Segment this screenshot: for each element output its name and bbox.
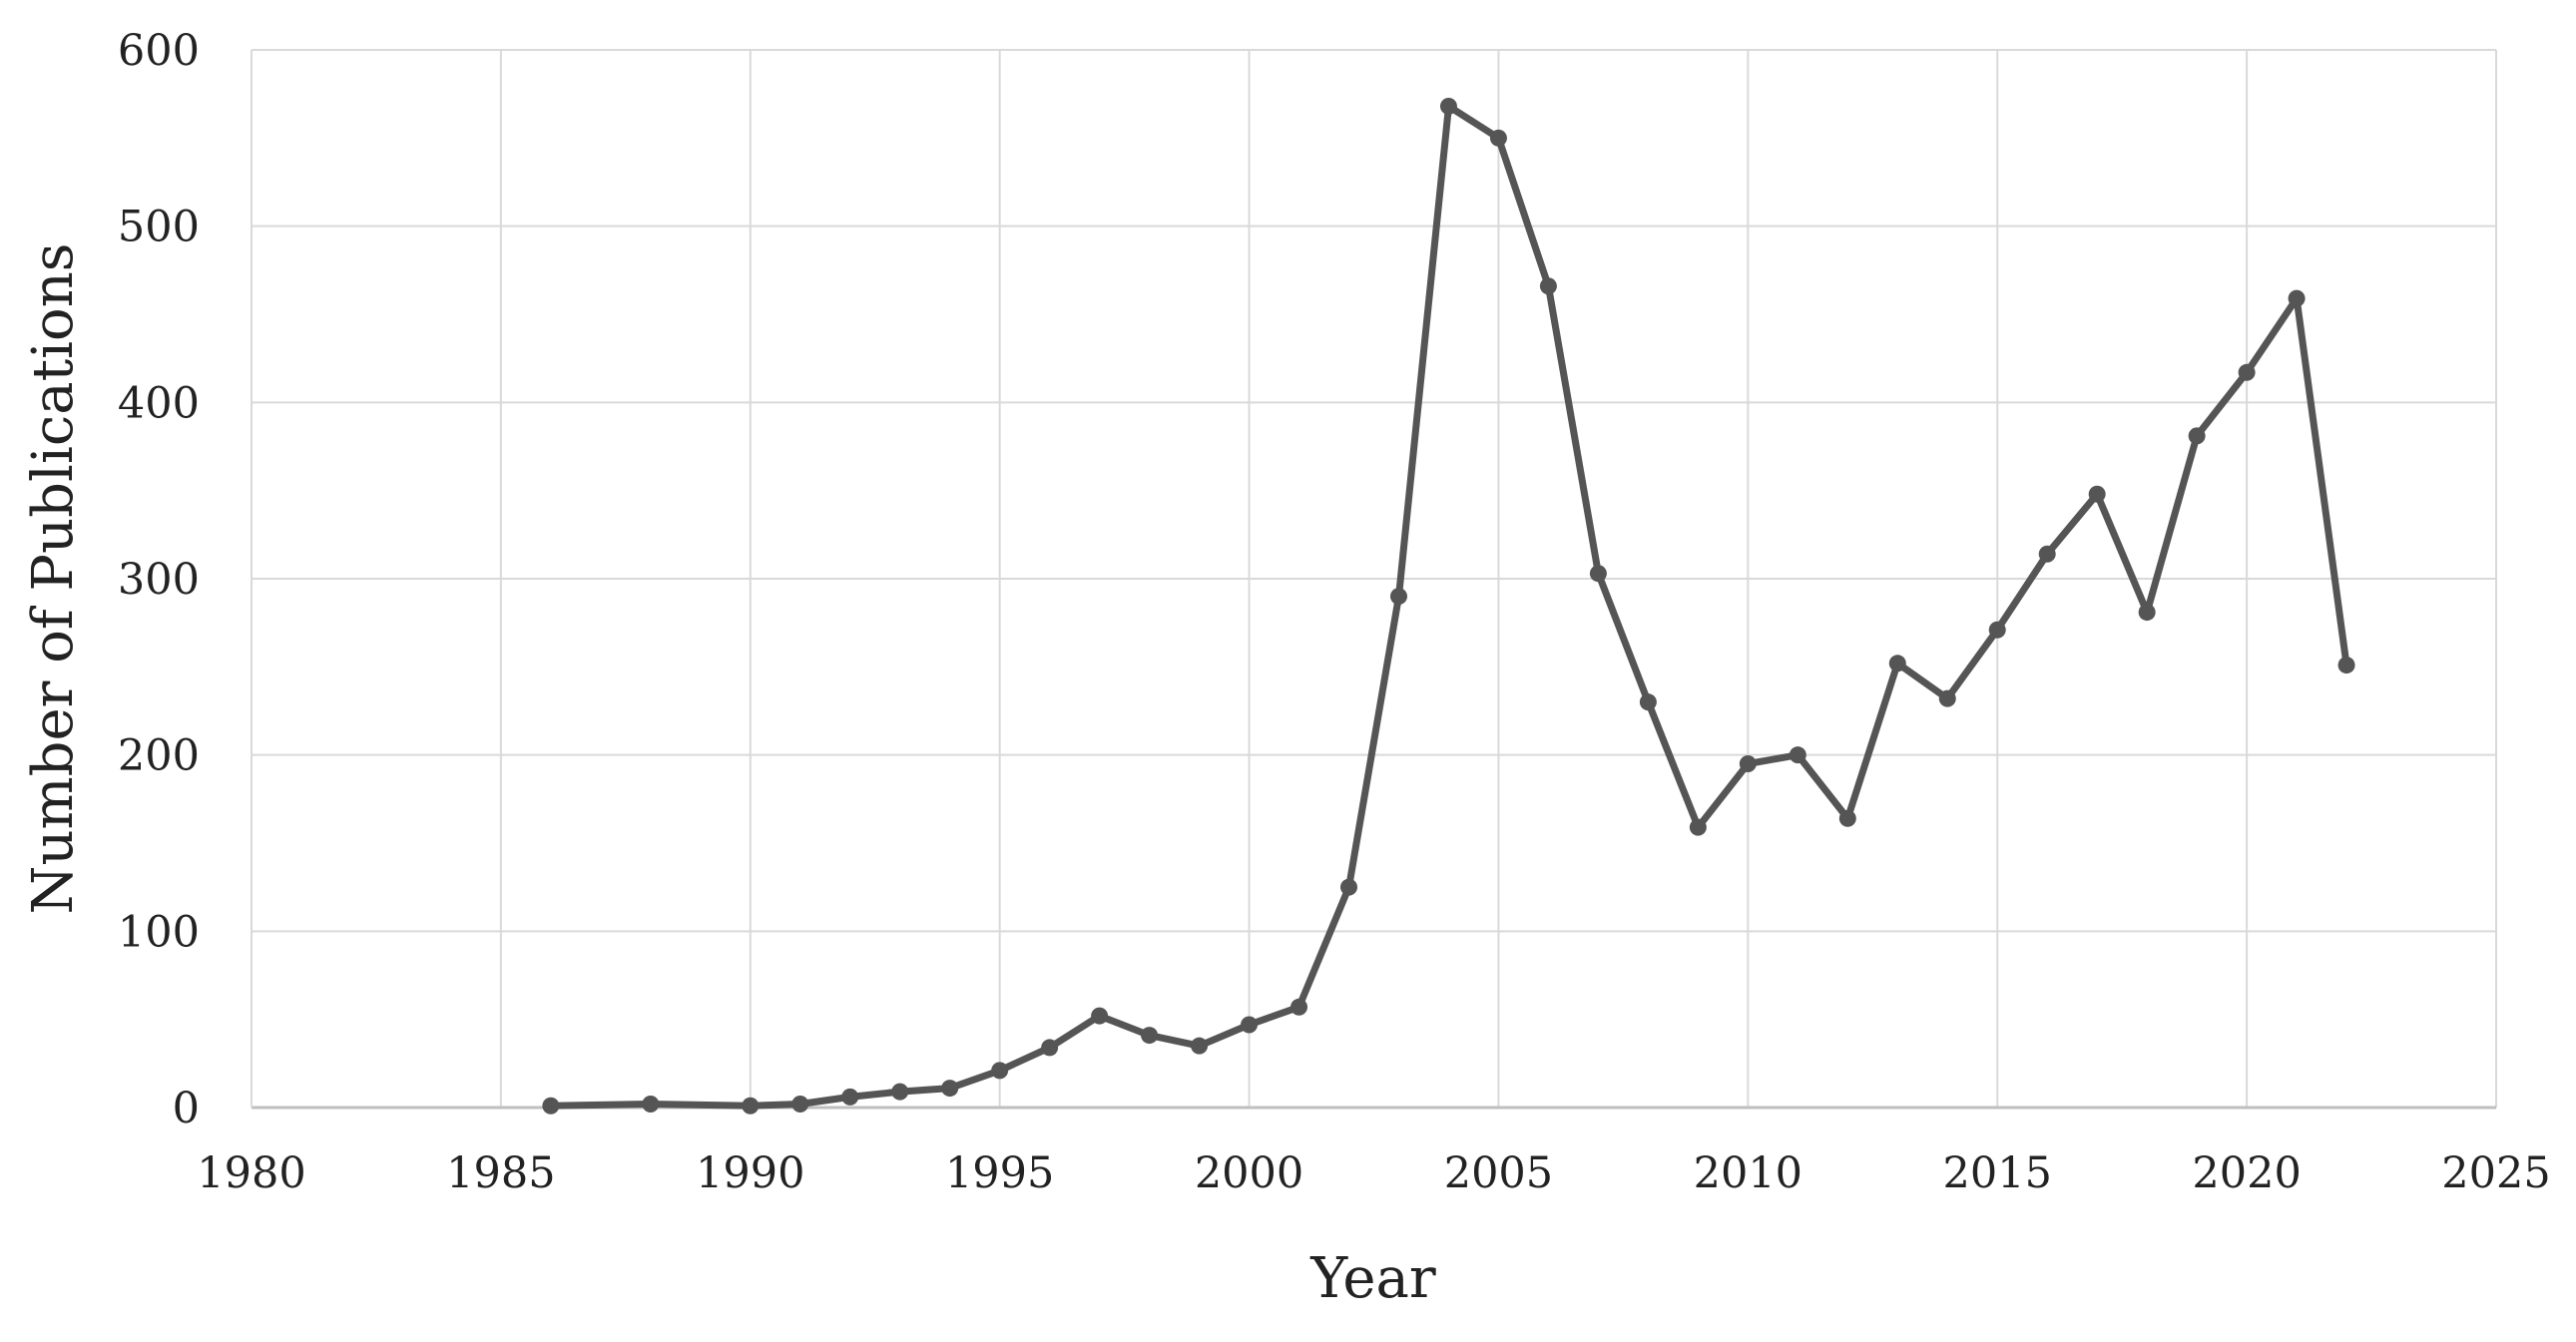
x-tick-label: 2010 [1694, 1148, 1803, 1198]
tick-labels: 1980 1985 1990 1995 2000 2005 2010 2015 2020 2025… [118, 26, 2551, 1198]
data-point [1091, 1007, 1109, 1025]
data-point [991, 1062, 1009, 1080]
y-tick-label: 400 [118, 378, 200, 428]
data-point [2088, 485, 2106, 503]
data-point [891, 1083, 909, 1101]
data-point [1789, 746, 1806, 764]
data-point [1439, 98, 1457, 116]
data-point [791, 1095, 809, 1113]
series-line [547, 103, 2350, 1110]
data-point [542, 1097, 560, 1115]
data-point [1589, 565, 1607, 583]
data-point [2188, 427, 2206, 445]
data-point [1290, 998, 1308, 1016]
y-tick-label: 600 [118, 26, 200, 76]
data-point [2337, 657, 2355, 674]
data-point [1838, 809, 1856, 827]
data-point [1689, 818, 1707, 836]
x-tick-label: 1990 [696, 1148, 804, 1198]
y-tick-label: 200 [118, 731, 200, 781]
x-tick-label: 2015 [1943, 1148, 2052, 1198]
x-tick-label: 2020 [2192, 1148, 2301, 1198]
data-point [1489, 129, 1507, 147]
data-point [1041, 1039, 1059, 1057]
series [542, 98, 2355, 1115]
x-axis-title: Year [1309, 1246, 1436, 1311]
x-tick-label: 2025 [2441, 1148, 2550, 1198]
data-point [941, 1080, 959, 1098]
x-tick-label: 1980 [197, 1148, 305, 1198]
data-point [2038, 545, 2056, 563]
data-point [642, 1095, 660, 1113]
y-tick-label: 100 [118, 907, 200, 957]
data-point [1938, 689, 1956, 707]
data-point [1241, 1016, 1259, 1034]
data-point [2238, 363, 2256, 381]
data-point [742, 1097, 760, 1115]
data-point [1340, 878, 1358, 896]
data-point [1639, 693, 1657, 711]
x-tick-label: 1985 [446, 1148, 555, 1198]
x-tick-label: 2005 [1444, 1148, 1553, 1198]
data-point [2138, 604, 2156, 622]
data-point [2288, 289, 2306, 307]
data-point [1141, 1027, 1159, 1045]
x-tick-label: 2000 [1195, 1148, 1303, 1198]
data-point [841, 1088, 859, 1106]
data-point [1389, 588, 1407, 606]
data-point [1988, 621, 2006, 639]
y-tick-label: 500 [118, 203, 200, 252]
data-point [1191, 1037, 1209, 1055]
y-tick-label: 300 [118, 555, 200, 605]
data-point [1739, 755, 1757, 772]
y-axis-title: Number of Publications [21, 242, 86, 914]
y-tick-label: 0 [173, 1084, 200, 1133]
data-point [1539, 277, 1557, 295]
x-tick-label: 1995 [945, 1148, 1054, 1198]
data-point [1888, 655, 1906, 672]
gridlines [252, 49, 2497, 1108]
